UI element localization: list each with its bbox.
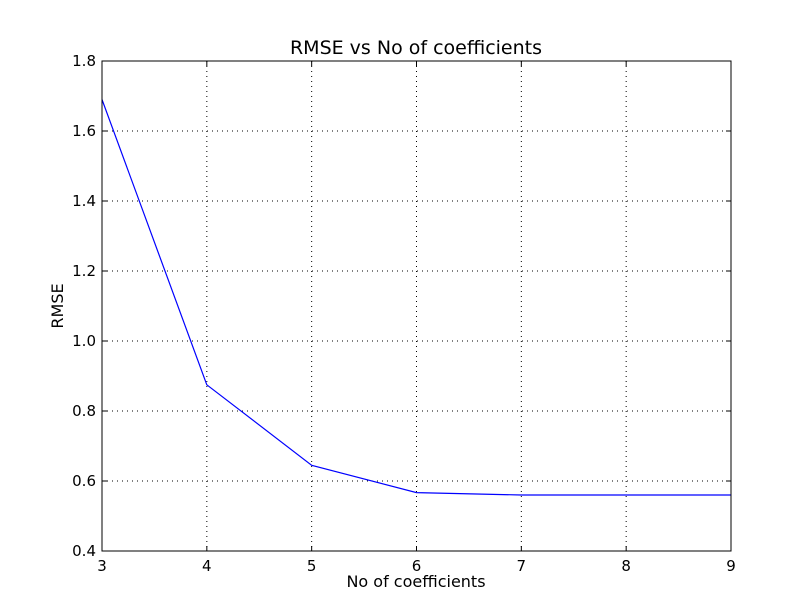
y-tick-label: 1.0 <box>72 332 96 350</box>
y-axis-label: RMSE <box>48 283 67 328</box>
y-tick-label: 1.6 <box>72 122 96 140</box>
y-tick-label: 0.6 <box>72 472 96 490</box>
x-tick-label: 5 <box>307 557 317 575</box>
chart-title: RMSE vs No of coefficients <box>290 37 542 59</box>
y-tick-label: 0.4 <box>72 542 96 560</box>
x-tick-label: 8 <box>621 557 631 575</box>
y-tick-label: 0.8 <box>72 402 96 420</box>
x-tick-label: 9 <box>726 557 736 575</box>
axis-ticks: 3 4 5 6 7 8 9 0.4 0.6 0.8 1.0 1.2 1.4 1.6 1.8 <box>72 52 736 575</box>
x-tick-label: 3 <box>97 557 107 575</box>
x-axis-label: No of coefficients <box>346 572 485 591</box>
y-tick-label: 1.4 <box>72 192 96 210</box>
y-tick-label: 1.8 <box>72 52 96 70</box>
x-tick-label: 7 <box>517 557 527 575</box>
y-tick-label: 1.2 <box>72 262 96 280</box>
x-tick-label: 4 <box>202 557 212 575</box>
x-tick-label: 6 <box>412 557 422 575</box>
